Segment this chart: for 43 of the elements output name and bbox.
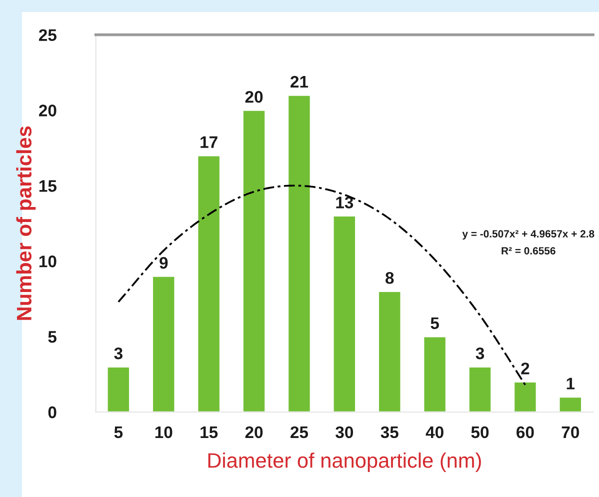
x-tick-label: 5 [114, 426, 123, 438]
annotation: R² = 0.6556 [502, 247, 556, 254]
data-label: 21 [290, 76, 308, 88]
data-label: 1 [566, 378, 575, 390]
data-label: 17 [200, 136, 218, 148]
bar [468, 366, 492, 412]
bar [332, 215, 356, 412]
data-label: 2 [521, 362, 530, 374]
x-tick-label: 50 [471, 426, 489, 438]
x-tick-label: 70 [562, 426, 579, 438]
x-tick-label: 60 [516, 426, 534, 438]
y-tick-label: 5 [48, 331, 56, 343]
bar [152, 276, 176, 412]
x-tick-label: 30 [336, 426, 354, 438]
data-label: 8 [386, 272, 394, 284]
x-tick-label: 20 [245, 426, 263, 438]
bar [513, 381, 538, 412]
bar [422, 336, 447, 412]
y-tick-label: 25 [38, 29, 56, 41]
data-label: 3 [476, 347, 484, 360]
bar [196, 154, 221, 412]
data-label: 13 [336, 196, 354, 208]
data-label: 3 [114, 347, 122, 360]
y-tick-label: 0 [48, 406, 56, 418]
bar [242, 110, 266, 412]
x-tick-label: 35 [380, 426, 398, 438]
y-tick-label: 20 [38, 104, 56, 116]
x-tick-label: 40 [426, 426, 444, 438]
annotation: y = -0.507x² + 4.9657x + 2.8 [462, 230, 594, 240]
x-tick-label: 15 [200, 426, 218, 438]
x-tick-label: 25 [290, 426, 308, 438]
bar [558, 396, 582, 412]
data-label: 9 [160, 256, 168, 269]
bar [287, 94, 312, 412]
bar [106, 366, 130, 412]
y-axis-title: Number of particles [16, 126, 36, 320]
bar [378, 290, 402, 412]
data-label: 20 [245, 90, 263, 103]
x-axis-title: Diameter of nanoparticle (nm) [208, 452, 481, 472]
x-tick-label: 10 [155, 426, 172, 438]
y-tick-label: 15 [39, 180, 56, 192]
data-label: 5 [430, 317, 439, 330]
y-tick-label: 10 [39, 256, 56, 268]
